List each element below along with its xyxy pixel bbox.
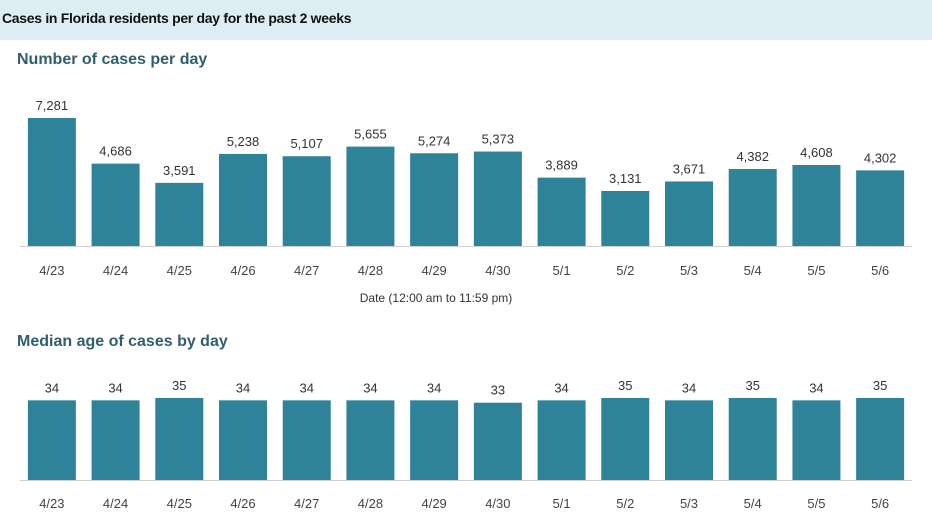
cases-chart-title: Number of cases per day (17, 51, 208, 68)
data-label: 33 (491, 383, 505, 398)
x-tick-label: 5/2 (616, 263, 634, 278)
data-label: 3,889 (545, 158, 578, 173)
data-label: 35 (172, 378, 186, 393)
bar-5-1 (537, 400, 586, 480)
bar-5-4 (728, 398, 777, 480)
bar-4-23 (27, 400, 76, 480)
x-tick-label: 5/6 (871, 263, 889, 278)
x-tick-label: 5/1 (553, 263, 571, 278)
x-tick-label: 4/26 (230, 496, 255, 511)
data-label: 4,686 (99, 144, 132, 159)
data-label: 3,671 (673, 161, 706, 176)
x-tick-label: 4/29 (421, 496, 446, 511)
bar-4-24 (91, 400, 140, 480)
cases-per-day-chart: 7,281 4/23 4,686 4/24 3,591 4/25 5,238 4/26 5,10… (20, 98, 912, 305)
data-label: 4,302 (864, 150, 897, 165)
data-label: 34 (682, 380, 696, 395)
x-tick-label: 4/23 (39, 496, 64, 511)
x-tick-label: 5/3 (680, 496, 698, 511)
x-tick-label: 4/30 (485, 496, 510, 511)
bar-5-3 (665, 400, 713, 480)
x-tick-label: 4/28 (358, 263, 383, 278)
age-chart-title: Median age of cases by day (17, 333, 228, 350)
data-label: 4,608 (800, 145, 833, 160)
bar-5-4 (728, 168, 777, 246)
x-tick-label: 4/30 (485, 263, 510, 278)
data-label: 5,655 (354, 127, 387, 142)
data-label: 3,591 (163, 163, 196, 178)
data-label: 5,238 (227, 134, 260, 149)
bar-4-28 (346, 400, 395, 480)
x-tick-label: 4/28 (358, 496, 383, 511)
data-label: 34 (236, 380, 250, 395)
data-label: 34 (427, 380, 441, 395)
bar-4-26 (219, 400, 267, 480)
x-tick-label: 4/25 (167, 496, 192, 511)
data-label: 5,373 (482, 132, 515, 147)
bar-4-27 (282, 156, 331, 246)
x-tick-label: 5/5 (807, 496, 825, 511)
bar-5-5 (792, 400, 841, 480)
x-tick-label: 4/23 (39, 263, 64, 278)
bar-5-5 (792, 164, 841, 246)
header-bar: Cases in Florida residents per day for t… (0, 0, 932, 40)
x-tick-label: 5/3 (680, 263, 698, 278)
data-label: 7,281 (36, 98, 69, 113)
bar-5-6 (856, 398, 905, 480)
data-label: 34 (554, 380, 568, 395)
data-label: 34 (809, 380, 823, 395)
x-tick-label: 4/25 (167, 263, 192, 278)
data-label: 34 (108, 380, 122, 395)
x-tick-label: 4/24 (103, 496, 128, 511)
page-title: Cases in Florida residents per day for t… (2, 10, 352, 26)
bar-4-25 (155, 182, 204, 246)
bar-4-29 (410, 153, 459, 246)
bar-4-23 (27, 118, 76, 246)
x-tick-label: 4/29 (421, 263, 446, 278)
x-tick-label: 5/2 (616, 496, 634, 511)
bar-5-3 (665, 181, 713, 246)
x-tick-label: 5/6 (871, 496, 889, 511)
bar-4-27 (282, 400, 331, 480)
data-label: 5,274 (418, 133, 451, 148)
x-tick-label: 4/26 (230, 263, 255, 278)
bar-4-26 (219, 153, 267, 246)
x-tick-label: 4/27 (294, 263, 319, 278)
data-label: 5,107 (290, 136, 323, 151)
data-label: 34 (299, 380, 313, 395)
x-tick-label: 4/24 (103, 263, 128, 278)
bar-5-2 (601, 398, 650, 480)
x-tick-label: 5/4 (744, 263, 762, 278)
bar-5-1 (537, 177, 586, 246)
x-tick-label: 5/1 (553, 496, 571, 511)
bar-4-30 (473, 402, 522, 480)
bar-4-24 (91, 163, 140, 246)
bar-4-25 (155, 398, 204, 480)
bar-4-30 (473, 151, 522, 246)
data-label: 35 (873, 378, 887, 393)
x-tick-label: 5/4 (744, 496, 762, 511)
data-label: 35 (745, 378, 759, 393)
x-tick-label: 5/5 (807, 263, 825, 278)
bar-5-2 (601, 190, 650, 246)
data-label: 3,131 (609, 171, 642, 186)
data-label: 34 (363, 380, 377, 395)
bar-5-6 (856, 170, 905, 246)
bar-4-28 (346, 146, 395, 246)
data-label: 34 (45, 380, 59, 395)
x-axis-title: Date (12:00 am to 11:59 pm) (360, 291, 513, 305)
bar-4-29 (410, 400, 459, 480)
data-label: 4,382 (736, 149, 769, 164)
data-label: 35 (618, 378, 632, 393)
x-tick-label: 4/27 (294, 496, 319, 511)
